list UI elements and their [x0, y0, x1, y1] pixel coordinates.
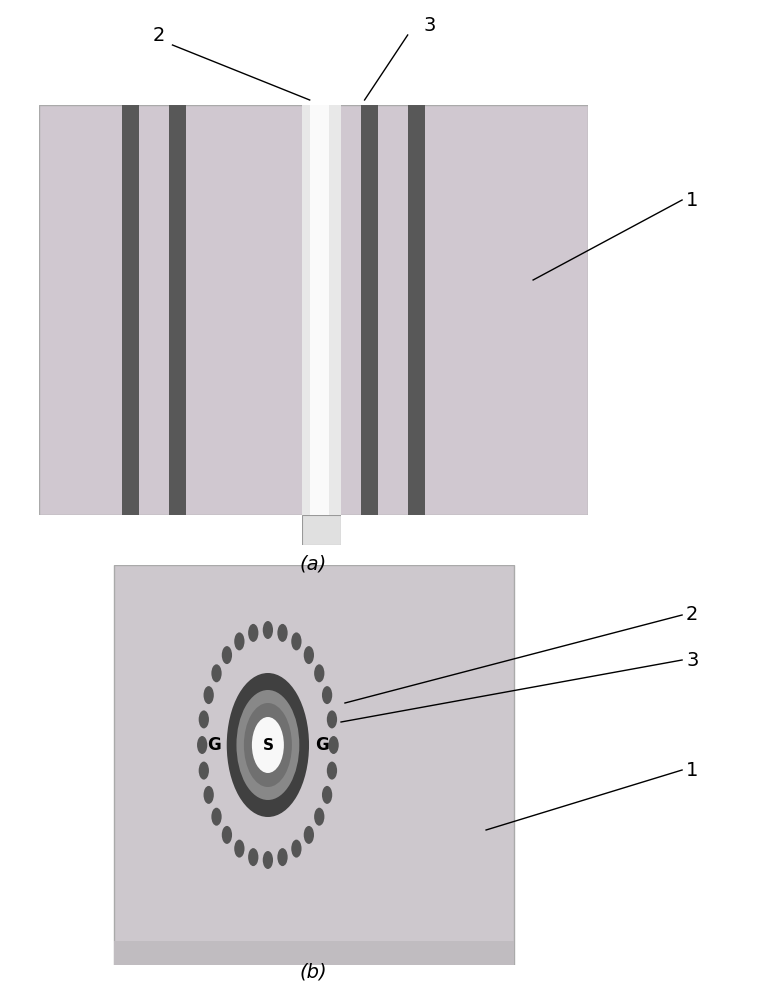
Text: 2: 2: [686, 605, 699, 624]
Ellipse shape: [234, 632, 245, 650]
Ellipse shape: [248, 848, 259, 866]
Ellipse shape: [212, 808, 222, 826]
Ellipse shape: [327, 762, 337, 780]
Ellipse shape: [314, 808, 325, 826]
Ellipse shape: [252, 717, 284, 773]
Text: (b): (b): [299, 963, 328, 982]
Ellipse shape: [314, 664, 325, 682]
Bar: [169, 105, 186, 515]
Ellipse shape: [248, 624, 259, 642]
Bar: [114, 941, 514, 965]
Text: G: G: [315, 736, 329, 754]
Bar: [408, 105, 425, 515]
Text: 1: 1: [686, 190, 699, 210]
Text: G: G: [207, 736, 220, 754]
Bar: [122, 105, 139, 515]
Text: 3: 3: [686, 650, 699, 670]
Ellipse shape: [204, 786, 214, 804]
Ellipse shape: [303, 826, 314, 844]
Ellipse shape: [263, 621, 273, 639]
Bar: [302, 105, 341, 515]
Ellipse shape: [222, 826, 232, 844]
Ellipse shape: [237, 690, 299, 800]
Ellipse shape: [234, 840, 245, 858]
Bar: [114, 565, 514, 965]
Ellipse shape: [291, 840, 302, 858]
Ellipse shape: [244, 703, 292, 787]
Ellipse shape: [291, 632, 302, 650]
Text: 3: 3: [423, 16, 436, 35]
Text: 1: 1: [686, 760, 699, 780]
Ellipse shape: [322, 686, 332, 704]
Ellipse shape: [327, 710, 337, 728]
Text: (a): (a): [300, 555, 327, 574]
Ellipse shape: [322, 786, 332, 804]
Ellipse shape: [263, 851, 273, 869]
Bar: [361, 105, 378, 515]
Ellipse shape: [222, 646, 232, 664]
Ellipse shape: [198, 710, 209, 728]
Ellipse shape: [278, 848, 288, 866]
Text: 2: 2: [152, 26, 165, 45]
Bar: [310, 105, 329, 515]
Ellipse shape: [328, 736, 339, 754]
Ellipse shape: [204, 686, 214, 704]
Text: S: S: [263, 738, 274, 752]
Ellipse shape: [212, 664, 222, 682]
Ellipse shape: [197, 736, 207, 754]
Ellipse shape: [198, 762, 209, 780]
Ellipse shape: [278, 624, 288, 642]
Ellipse shape: [303, 646, 314, 664]
Ellipse shape: [227, 673, 309, 817]
